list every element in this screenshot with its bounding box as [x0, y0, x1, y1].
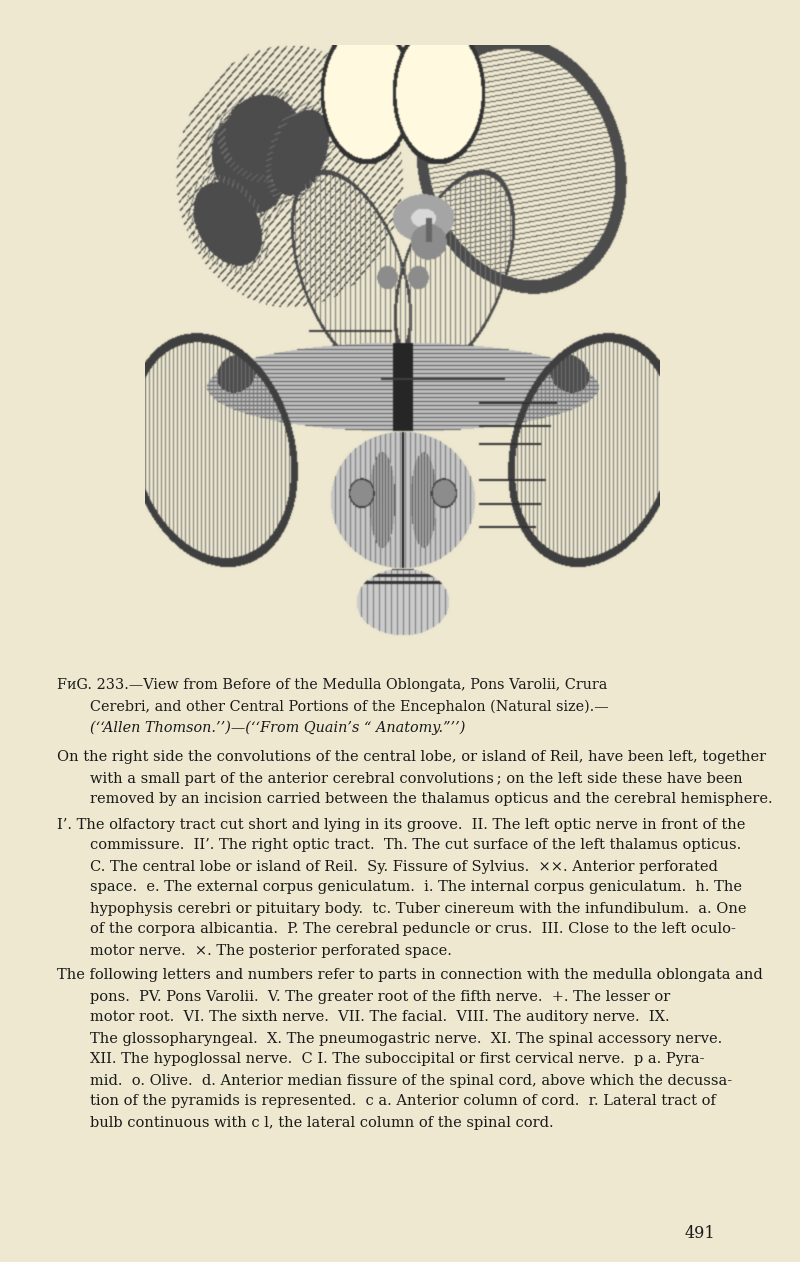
Text: I’. The olfactory tract cut short and lying in its groove.  II. The left optic n: I’. The olfactory tract cut short and ly… [57, 818, 746, 832]
Text: On the right side the convolutions of the central lobe, or island of Reil, have : On the right side the convolutions of th… [57, 751, 766, 765]
Text: motor root.  VI. The sixth nerve.  VII. The facial.  VIII. The auditory nerve.  : motor root. VI. The sixth nerve. VII. Th… [90, 1011, 670, 1025]
Text: motor nerve.  ×. The posterior perforated space.: motor nerve. ×. The posterior perforated… [90, 944, 452, 958]
Text: commissure.  II’. The right optic tract.  Th. The cut surface of the left thalam: commissure. II’. The right optic tract. … [90, 838, 742, 853]
Text: bulb continuous with c l, the lateral column of the spinal cord.: bulb continuous with c l, the lateral co… [90, 1116, 554, 1129]
Text: (‘‘Allen Thomson.’’)—(‘‘From Quain’s “ Anatomy.”’’): (‘‘Allen Thomson.’’)—(‘‘From Quain’s “ A… [90, 721, 466, 736]
Text: 491: 491 [685, 1225, 715, 1242]
Text: with a small part of the anterior cerebral convolutions ; on the left side these: with a small part of the anterior cerebr… [90, 771, 742, 785]
Text: The glossopharyngeal.  X. The pneumogastric nerve.  XI. The spinal accessory ner: The glossopharyngeal. X. The pneumogastr… [90, 1031, 722, 1045]
Text: tion of the pyramids is represented.  c a. Anterior column of cord.  r. Lateral : tion of the pyramids is represented. c a… [90, 1094, 716, 1108]
Text: Cerebri, and other Central Portions of the Encephalon (Natural size).—: Cerebri, and other Central Portions of t… [90, 699, 609, 714]
Text: C. The central lobe or island of Reil.  Sy. Fissure of Sylvius.  ××. Anterior pe: C. The central lobe or island of Reil. S… [90, 859, 718, 873]
Text: pons.  PV. Pons Varolii.  V. The greater root of the fifth nerve.  +. The lesser: pons. PV. Pons Varolii. V. The greater r… [90, 989, 670, 1003]
Text: FᴎG. 233.—View from Before of the Medulla Oblongata, Pons Varolii, Crura: FᴎG. 233.—View from Before of the Medull… [57, 678, 607, 692]
Text: mid.  o. Olive.  d. Anterior median fissure of the spinal cord, above which the : mid. o. Olive. d. Anterior median fissur… [90, 1074, 732, 1088]
Text: The following letters and numbers refer to parts in connection with the medulla : The following letters and numbers refer … [57, 968, 762, 983]
Text: hypophysis cerebri or pituitary body.  tc. Tuber cinereum with the infundibulum.: hypophysis cerebri or pituitary body. tc… [90, 901, 746, 915]
Text: of the corpora albicantia.  P. The cerebral peduncle or crus.  III. Close to the: of the corpora albicantia. P. The cerebr… [90, 923, 736, 936]
Text: removed by an incision carried between the thalamus opticus and the cerebral hem: removed by an incision carried between t… [90, 793, 773, 806]
Text: XII. The hypoglossal nerve.  C I. The suboccipital or first cervical nerve.  p a: XII. The hypoglossal nerve. C I. The sub… [90, 1053, 705, 1066]
Text: space.  e. The external corpus geniculatum.  i. The internal corpus geniculatum.: space. e. The external corpus geniculatu… [90, 881, 742, 895]
